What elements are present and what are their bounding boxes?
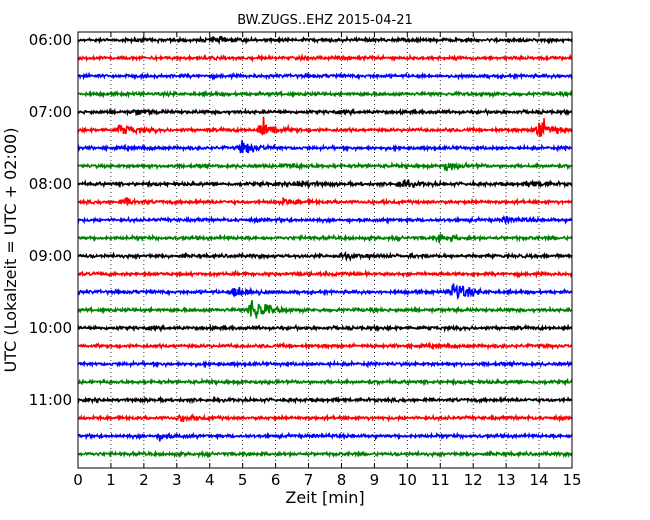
trace-1115 xyxy=(77,412,573,423)
trace-1000 xyxy=(77,323,573,334)
x-tick-label: 12 xyxy=(464,471,483,489)
trace-0645 xyxy=(77,89,573,99)
y-tick-label: 07:00 xyxy=(29,103,72,121)
trace-0900 xyxy=(77,250,573,263)
x-tick-label: 10 xyxy=(398,471,417,489)
y-axis-ticks: 06:00 07:00 08:00 09:00 10:00 11:00 xyxy=(29,31,572,409)
chart-title: BW.ZUGS..EHZ 2015-04-21 xyxy=(237,13,413,28)
x-tick-label: 11 xyxy=(431,471,450,489)
trace-1100 xyxy=(77,395,573,405)
plot-frame xyxy=(77,31,573,469)
trace-0715 xyxy=(77,116,573,137)
trace-0630 xyxy=(77,71,573,81)
x-tick-label: 1 xyxy=(106,471,116,489)
x-tick-label: 5 xyxy=(238,471,248,489)
trace-0700 xyxy=(77,107,573,117)
x-axis-label: Zeit [min] xyxy=(285,488,364,507)
trace-1130 xyxy=(77,431,573,442)
x-tick-label: 14 xyxy=(530,471,549,489)
y-tick-label: 09:00 xyxy=(29,247,72,265)
trace-0615 xyxy=(77,53,573,64)
x-tick-label: 4 xyxy=(205,471,215,489)
trace-1015 xyxy=(77,341,573,351)
trace-0845 xyxy=(77,232,573,244)
trace-0800 xyxy=(77,178,573,189)
trace-0830 xyxy=(77,215,573,225)
trace-0915 xyxy=(77,268,573,279)
x-axis-ticks: 0 1 2 3 4 5 6 7 8 9 10 11 12 13 14 15 xyxy=(73,32,582,489)
grid xyxy=(110,32,540,468)
x-tick-label: 2 xyxy=(139,471,149,489)
trace-1045 xyxy=(77,376,573,387)
x-tick-label: 15 xyxy=(562,471,581,489)
trace-1030 xyxy=(77,359,573,369)
seismic-traces xyxy=(77,35,573,459)
trace-0945 xyxy=(77,300,573,319)
x-tick-label: 13 xyxy=(497,471,516,489)
y-tick-label: 06:00 xyxy=(29,31,72,49)
x-tick-label: 0 xyxy=(73,471,83,489)
y-tick-label: 08:00 xyxy=(29,175,72,193)
y-axis-label: UTC (Lokalzeit = UTC + 02:00) xyxy=(1,128,20,373)
x-tick-label: 8 xyxy=(337,471,347,489)
trace-0730 xyxy=(77,140,573,154)
trace-0745 xyxy=(77,161,573,172)
trace-0930 xyxy=(77,283,573,301)
trace-0600 xyxy=(77,35,573,45)
x-tick-label: 6 xyxy=(271,471,281,489)
trace-1145 xyxy=(77,449,573,459)
trace-0815 xyxy=(77,197,573,207)
y-tick-label: 10:00 xyxy=(29,319,72,337)
x-tick-label: 7 xyxy=(304,471,314,489)
x-tick-label: 9 xyxy=(370,471,380,489)
y-tick-label: 11:00 xyxy=(29,391,72,409)
x-tick-label: 3 xyxy=(172,471,182,489)
